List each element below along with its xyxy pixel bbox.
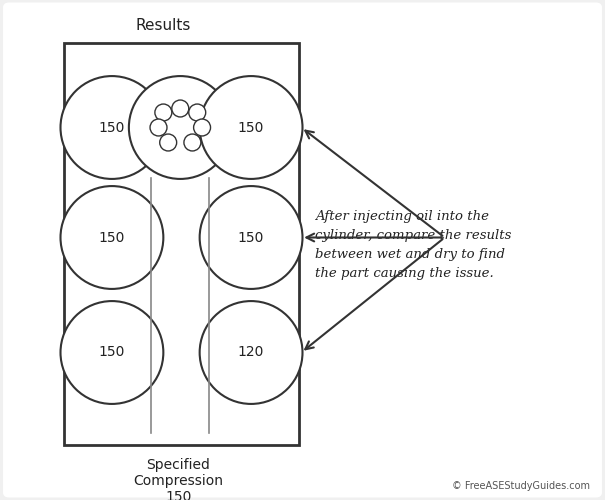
Ellipse shape [189, 104, 206, 121]
Text: 150: 150 [99, 120, 125, 134]
Ellipse shape [129, 76, 232, 179]
Ellipse shape [160, 134, 177, 151]
Bar [64, 42, 299, 445]
Ellipse shape [194, 119, 211, 136]
Text: Results: Results [136, 18, 191, 32]
Ellipse shape [60, 301, 163, 404]
Ellipse shape [60, 76, 163, 179]
Ellipse shape [60, 186, 163, 289]
FancyBboxPatch shape [3, 2, 602, 498]
Text: After injecting oil into the
cylinder, compare the results
between wet and dry t: After injecting oil into the cylinder, c… [315, 210, 511, 280]
Ellipse shape [172, 100, 189, 117]
Text: 150: 150 [99, 230, 125, 244]
Ellipse shape [155, 104, 172, 121]
Ellipse shape [200, 76, 302, 179]
Text: Specified
Compression
150: Specified Compression 150 [134, 458, 223, 500]
Ellipse shape [150, 119, 167, 136]
Text: © FreeASEStudyGuides.com: © FreeASEStudyGuides.com [452, 481, 590, 491]
Text: 120: 120 [238, 346, 264, 360]
Ellipse shape [184, 134, 201, 151]
Text: 150: 150 [99, 346, 125, 360]
Text: 150: 150 [238, 230, 264, 244]
Ellipse shape [200, 301, 302, 404]
Text: 150: 150 [238, 120, 264, 134]
Ellipse shape [200, 186, 302, 289]
